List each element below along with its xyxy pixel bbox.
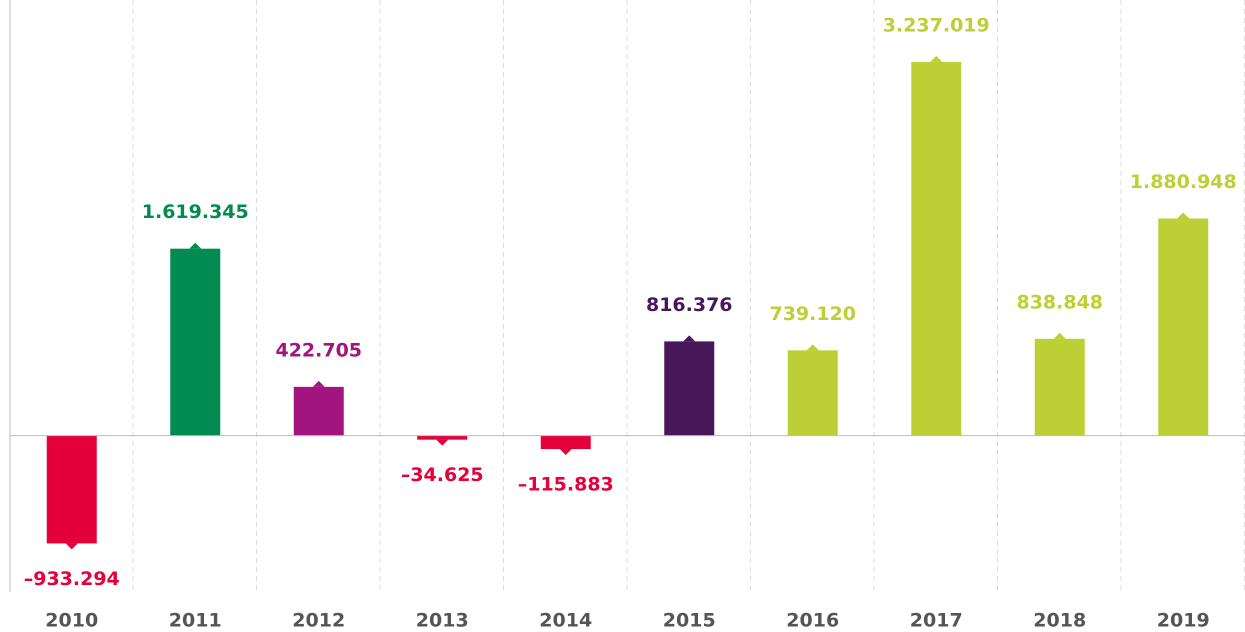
x-tick-label: 2018: [1033, 610, 1086, 632]
bar: [664, 341, 715, 436]
bar: [1158, 218, 1209, 436]
x-tick-label: 2013: [416, 610, 469, 632]
bar: [787, 350, 838, 436]
x-tick-label: 2010: [45, 610, 98, 632]
value-label: 1.880.948: [1130, 171, 1237, 193]
value-label: –115.883: [518, 474, 614, 496]
bar-tip: [1053, 332, 1066, 339]
bar: [170, 248, 221, 436]
x-tick-label: 2017: [910, 610, 963, 632]
value-label: 816.376: [646, 294, 733, 316]
x-tick-label: 2012: [292, 610, 345, 632]
x-tick-label: 2019: [1157, 610, 1210, 632]
value-label: 3.237.019: [883, 14, 990, 36]
x-tick-label: 2011: [169, 610, 222, 632]
value-label: 1.619.345: [142, 201, 249, 223]
bar: [1034, 338, 1085, 436]
bar-tip: [1177, 212, 1190, 219]
x-tick-label: 2015: [663, 610, 716, 632]
bar: [540, 435, 591, 450]
bar-tip: [436, 439, 449, 446]
x-tick-label: 2014: [539, 610, 592, 632]
bar: [911, 61, 962, 436]
x-tick-label: 2016: [786, 610, 839, 632]
bar-tip: [312, 380, 325, 387]
bar-tip: [683, 335, 696, 342]
bar: [293, 386, 344, 436]
value-label: 838.848: [1016, 291, 1103, 313]
bar-tip: [65, 543, 78, 550]
value-label: –34.625: [401, 464, 484, 486]
bar-tip: [189, 242, 202, 249]
value-label: –933.294: [24, 568, 120, 590]
value-label: 739.120: [769, 303, 856, 325]
bar: [46, 435, 97, 544]
bar-tip: [930, 55, 943, 62]
bar-tip: [806, 344, 819, 351]
value-label: 422.705: [275, 339, 362, 361]
bar-tip: [559, 449, 572, 456]
bar: [417, 435, 468, 440]
